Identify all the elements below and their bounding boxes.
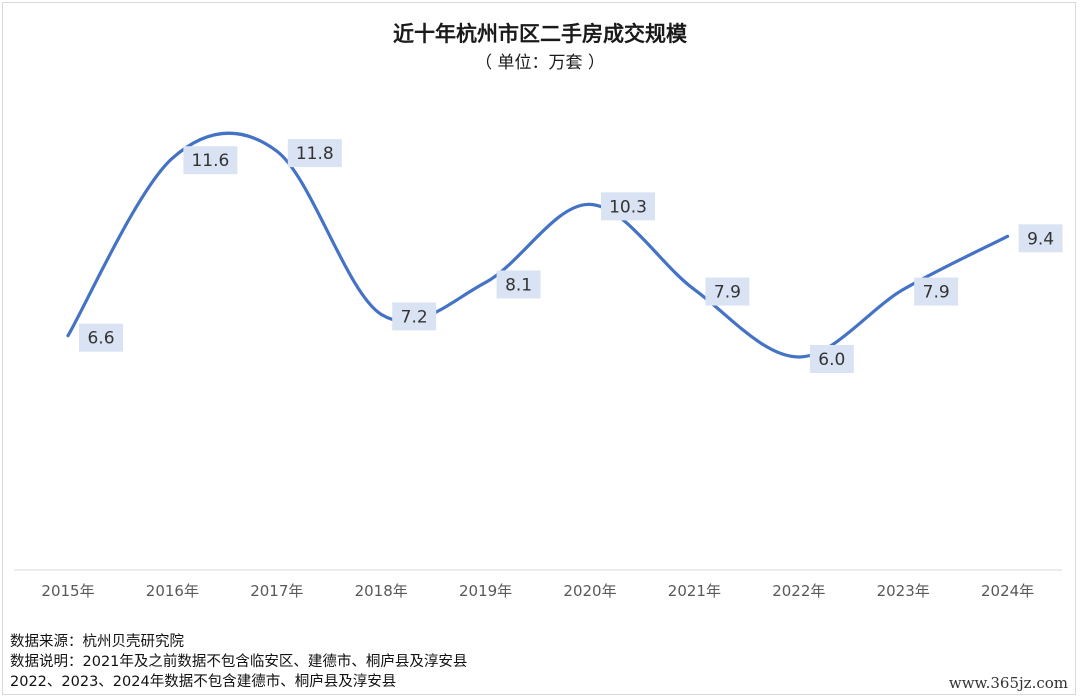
data-label: 9.4 <box>1027 229 1054 249</box>
data-label-box <box>601 192 655 221</box>
x-tick-label: 2020年 <box>563 582 616 600</box>
data-explanation-note: 数据说明：2021年及之前数据不包含临安区、建德市、桐庐县及淳安县 <box>10 654 468 670</box>
data-explanation-note-2: 2022、2023、2024年数据不包含建德市、桐庐县及淳安县 <box>10 674 397 690</box>
x-tick-label: 2024年 <box>981 582 1034 600</box>
x-tick-label: 2017年 <box>250 582 303 600</box>
data-label: 10.3 <box>609 197 647 217</box>
data-label-box <box>914 277 959 306</box>
data-label-box <box>705 277 750 306</box>
x-tick-label: 2018年 <box>355 582 408 600</box>
x-tick-label: 2022年 <box>772 582 825 600</box>
chart-notes: 数据来源：杭州贝壳研究院 数据说明：2021年及之前数据不包含临安区、建德市、桐… <box>10 632 467 692</box>
x-tick-label: 2021年 <box>668 582 721 600</box>
data-label-box <box>287 139 342 168</box>
chart-title: 近十年杭州市区二手房成交规模 <box>393 22 687 46</box>
data-label-box <box>809 345 854 373</box>
x-tick-label: 2015年 <box>41 582 94 600</box>
data-label: 6.0 <box>818 350 845 370</box>
data-label: 7.2 <box>401 307 428 327</box>
data-label-box <box>79 323 123 352</box>
data-source-note: 数据来源：杭州贝壳研究院 <box>10 634 184 650</box>
series-line <box>66 131 1010 359</box>
chart-subtitle: （ 单位：万套 ） <box>475 53 605 73</box>
data-label-box <box>392 302 437 331</box>
data-label-box <box>496 270 541 299</box>
data-label: 7.9 <box>923 283 950 303</box>
data-label: 7.9 <box>714 283 741 303</box>
x-tick-label: 2016年 <box>146 582 199 600</box>
watermark: www.365jz.com <box>944 673 1072 693</box>
x-tick-label: 2023年 <box>877 582 930 600</box>
data-label: 11.8 <box>296 144 334 164</box>
data-label-box <box>1018 224 1063 253</box>
data-label: 8.1 <box>505 275 532 295</box>
x-tick-label: 2019年 <box>459 582 512 600</box>
data-label: 11.6 <box>191 151 229 171</box>
data-label-box <box>183 146 238 175</box>
data-label: 6.6 <box>87 329 114 349</box>
